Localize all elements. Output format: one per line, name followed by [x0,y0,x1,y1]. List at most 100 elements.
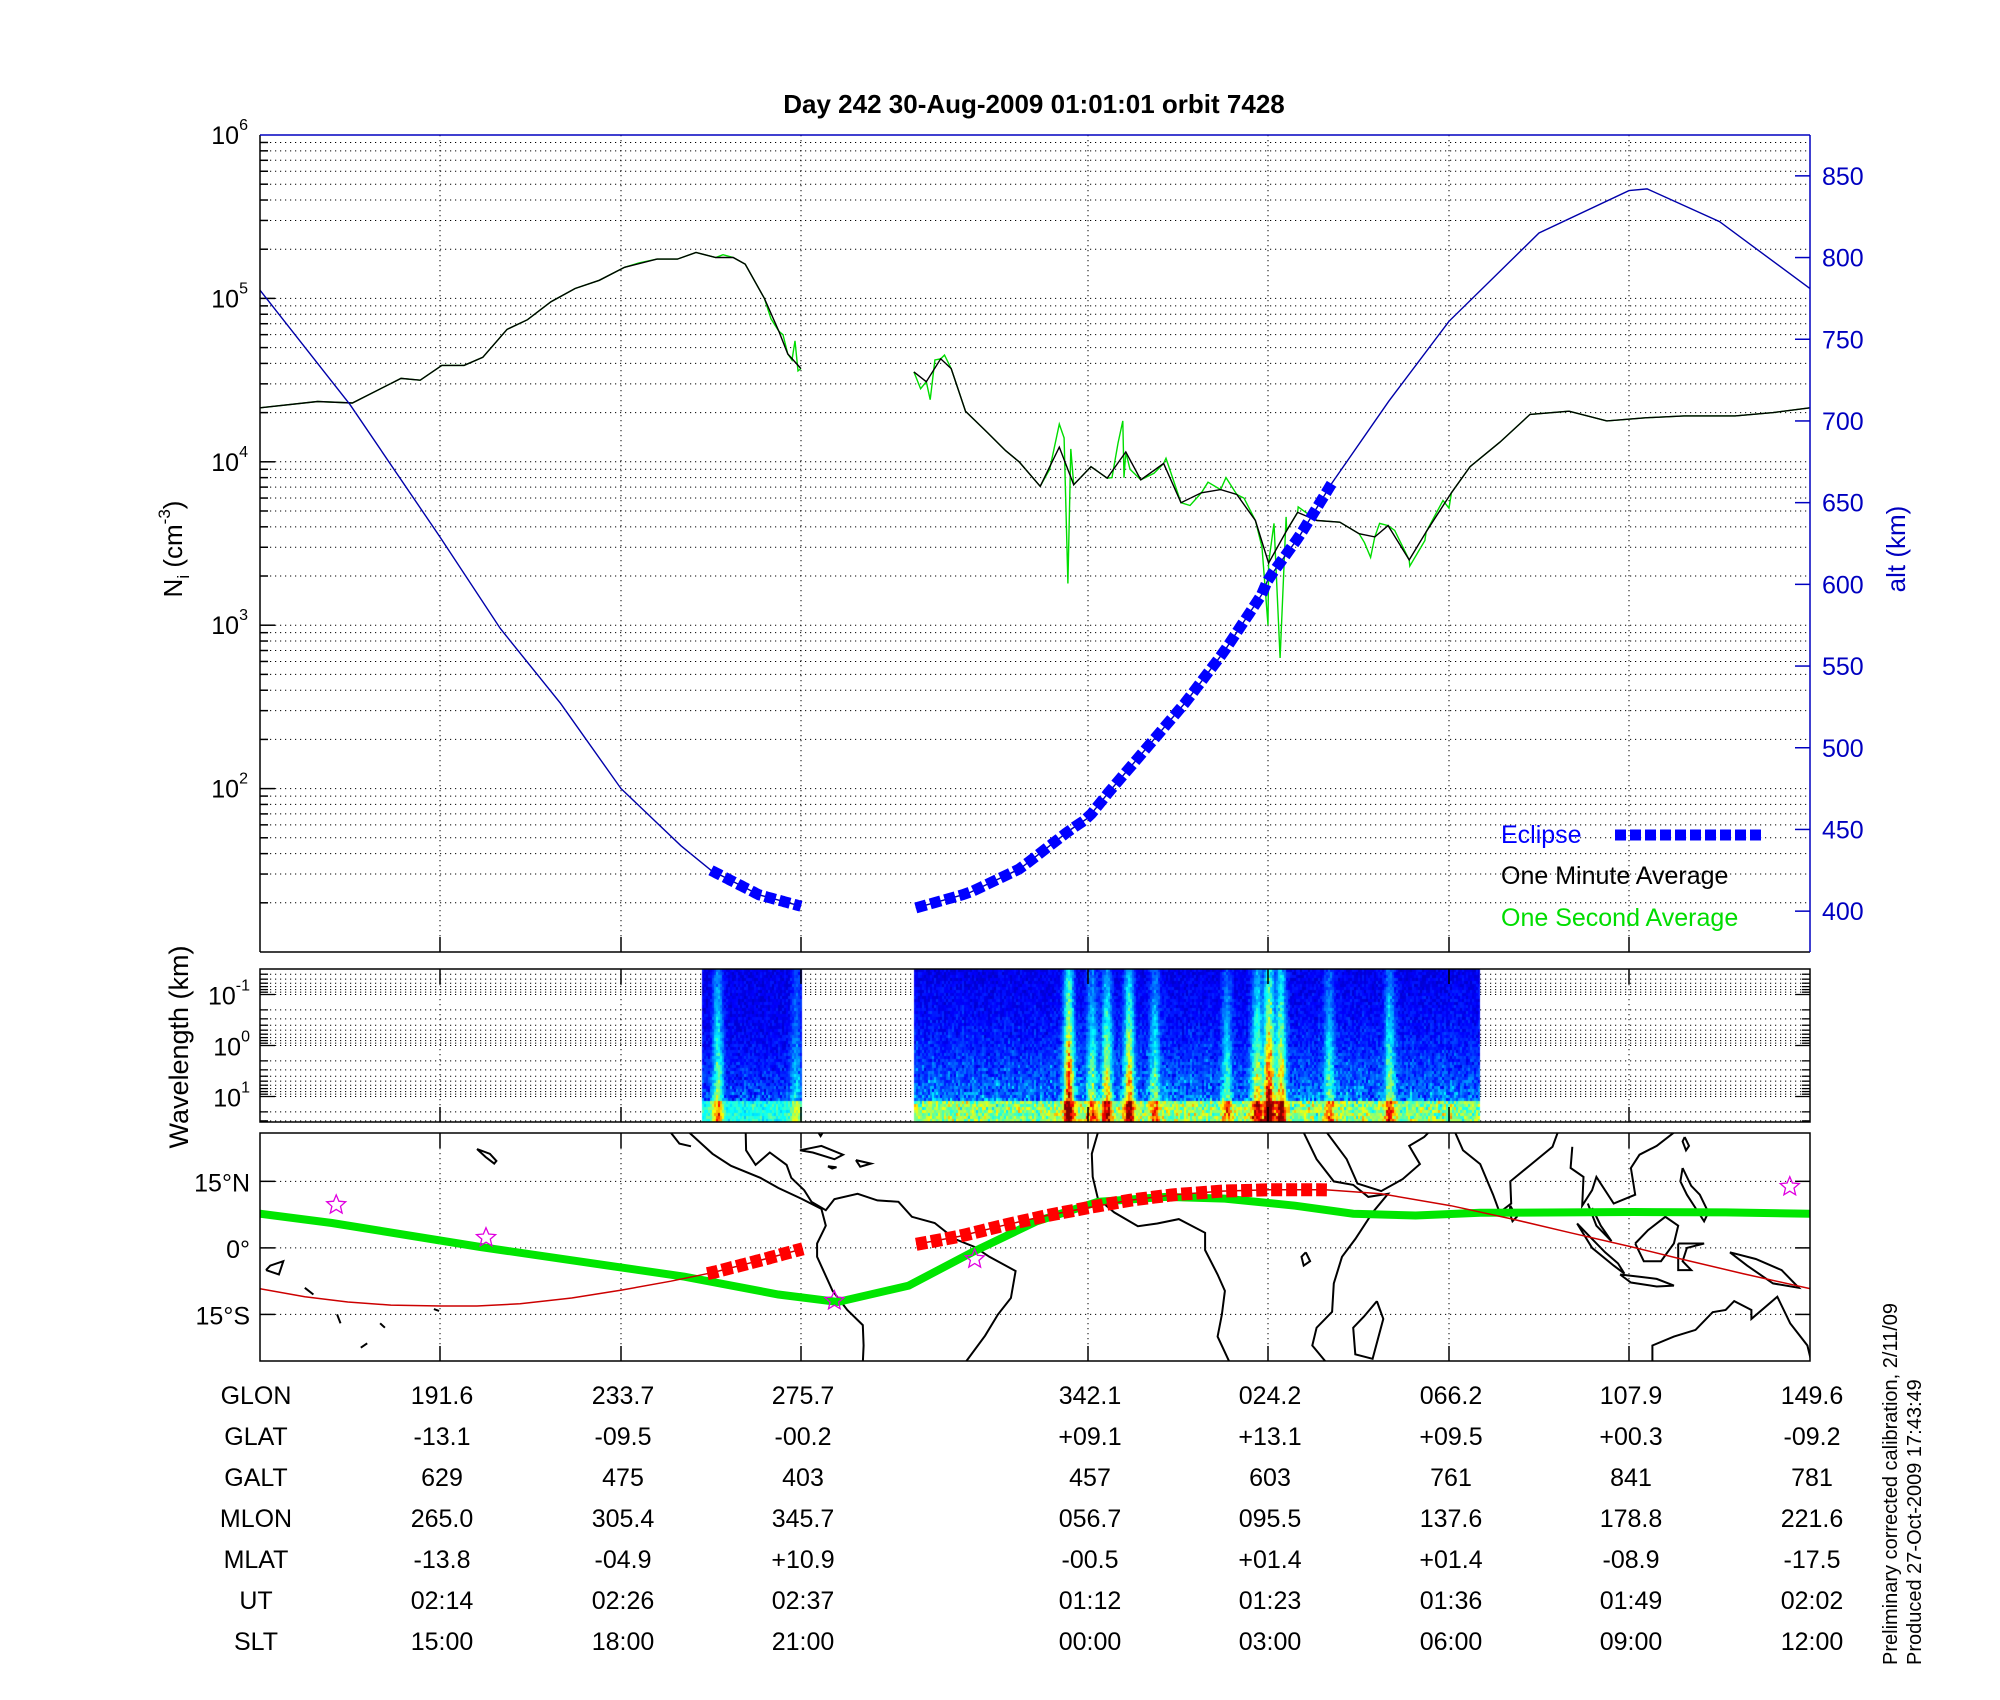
tick-exponent: 4 [239,444,248,461]
right-tick-label: 600 [1822,571,1864,599]
spectrogram-tick-label: 100 [213,1029,250,1062]
table-cell: 12:00 [1781,1628,1844,1656]
map-lat-label: 0° [226,1236,250,1264]
one-second-average-line [913,353,1811,659]
coastline-lake [1300,1251,1312,1268]
table-cell: 02:02 [1781,1587,1844,1615]
right-tick-label: 550 [1822,653,1864,681]
coastline-florida [817,1133,824,1139]
table-row-mlat: MLAT -13.8 -04.9 +10.9 -00.5 +01.4 +01.4 -08.9 -… [224,1546,1841,1574]
map-frame [259,1132,1811,1362]
table-cell: +13.1 [1238,1423,1301,1451]
table-row-mlon: MLON 265.0 305.4 345.7 056.7 095.5 137.6 178.8 2… [220,1505,1843,1533]
coastline-pacific-islands-3 [336,1314,342,1324]
coastline-americas-east [744,1133,1017,1361]
table-cell: 09:00 [1600,1628,1663,1656]
eclipse-altitude-marker [914,480,1337,914]
table-row-glon: GLON 191.6 233.7 275.7 342.1 024.2 066.2 107.9 1… [221,1382,1844,1410]
coastline-arabia [1326,1133,1430,1193]
table-cell: +01.4 [1238,1546,1301,1574]
ephemeris-table: GLON 191.6 233.7 275.7 342.1 024.2 066.2 107.9 1… [220,1382,1843,1656]
coastline-hawaii [476,1148,498,1165]
tick-base: 10 [211,285,239,313]
legend-label: One Second Average [1501,904,1738,932]
table-cell: 02:37 [772,1587,835,1615]
table-cell: 275.7 [772,1382,835,1410]
coastline-malay [1586,1203,1613,1242]
coastline-jamaica [827,1165,837,1170]
coastline-india [1454,1133,1559,1215]
table-row-label: MLAT [224,1546,289,1574]
right-tick-label: 750 [1822,326,1864,354]
table-cell: 107.9 [1600,1382,1663,1410]
table-row-label: GLAT [224,1423,287,1451]
tick-exponent: 5 [239,280,248,297]
table-cell: 01:23 [1239,1587,1302,1615]
table-cell: -17.5 [1784,1546,1841,1574]
table-cell: -09.5 [595,1423,652,1451]
density-altitude-panel: 1021031041051064004505005506006507007508… [155,117,1911,953]
table-cell: 21:00 [772,1628,835,1656]
coastline-africa-west [1090,1133,1231,1361]
tick-exponent: 2 [239,771,248,788]
legend-label: Eclipse [1501,821,1582,849]
left-tick-label: 103 [211,607,248,640]
table-cell: 603 [1249,1464,1291,1492]
spectrogram-axis-label: Wavelength (km) [164,945,194,1148]
coastline-taiwan [1681,1136,1691,1153]
table-cell: 18:00 [592,1628,655,1656]
coastline-pacific-islands-6 [433,1308,440,1312]
coastline-baja [670,1133,692,1148]
table-row-label: GALT [224,1464,287,1492]
footer-calibration-note: Preliminary corrected calibration, 2/11/… [1880,1303,1902,1665]
table-cell: +09.5 [1419,1423,1482,1451]
table-cell: 02:26 [592,1587,655,1615]
table-cell: 056.7 [1059,1505,1122,1533]
spectrogram-image [260,969,1810,1122]
tick-base: 10 [211,776,239,804]
tick-base: 10 [211,612,239,640]
tick-exponent: 6 [239,117,248,134]
right-axis-label: alt (km) [1881,506,1911,593]
eclipse-track-marker [706,1242,805,1280]
table-row-glat: GLAT -13.1 -09.5 -00.2 +09.1 +13.1 +09.5 +00.3 -… [224,1423,1840,1451]
table-cell: 149.6 [1781,1382,1844,1410]
star-marker-icon [325,1193,348,1215]
coastline-pacific-islands-5 [360,1342,368,1349]
table-row-label: MLON [220,1505,292,1533]
table-cell: 475 [602,1464,644,1492]
table-cell: -09.2 [1784,1423,1841,1451]
table-cell: 233.7 [592,1382,655,1410]
right-tick-label: 800 [1822,245,1864,273]
table-cell: 191.6 [411,1382,474,1410]
table-cell: 095.5 [1239,1505,1302,1533]
table-cell: 841 [1610,1464,1652,1492]
left-axis-label: Ni (cm-3) [155,501,193,598]
table-cell: -04.9 [595,1546,652,1574]
table-row-label: SLT [234,1628,278,1656]
figure-title: Day 242 30-Aug-2009 01:01:01 orbit 7428 [783,89,1285,119]
right-tick-label: 850 [1822,163,1864,191]
table-cell: 024.2 [1239,1382,1302,1410]
table-row-ut: UT 02:14 02:26 02:37 01:12 01:23 01:36 01:49 02:… [239,1587,1843,1615]
coastline-madagascar [1352,1300,1385,1361]
table-cell: +01.4 [1419,1546,1482,1574]
table-cell: -00.2 [775,1423,832,1451]
altitude-line [259,289,802,907]
eclipse-altitude-marker [708,865,803,912]
table-cell: 01:49 [1600,1587,1663,1615]
eclipse-track-marker [915,1183,1327,1251]
left-tick-label: 102 [211,771,248,804]
table-cell: 066.2 [1420,1382,1483,1410]
table-cell: 345.7 [772,1505,835,1533]
table-cell: 03:00 [1239,1628,1302,1656]
one-minute-average-line [913,357,1811,565]
table-cell: 305.4 [592,1505,655,1533]
footer-produced-date: Produced 27-Oct-2009 17:43:49 [1904,1379,1926,1665]
star-marker-icon [963,1247,986,1269]
table-cell: 342.1 [1059,1382,1122,1410]
coastline-africa-east [1302,1133,1391,1361]
table-cell: 01:36 [1420,1587,1483,1615]
